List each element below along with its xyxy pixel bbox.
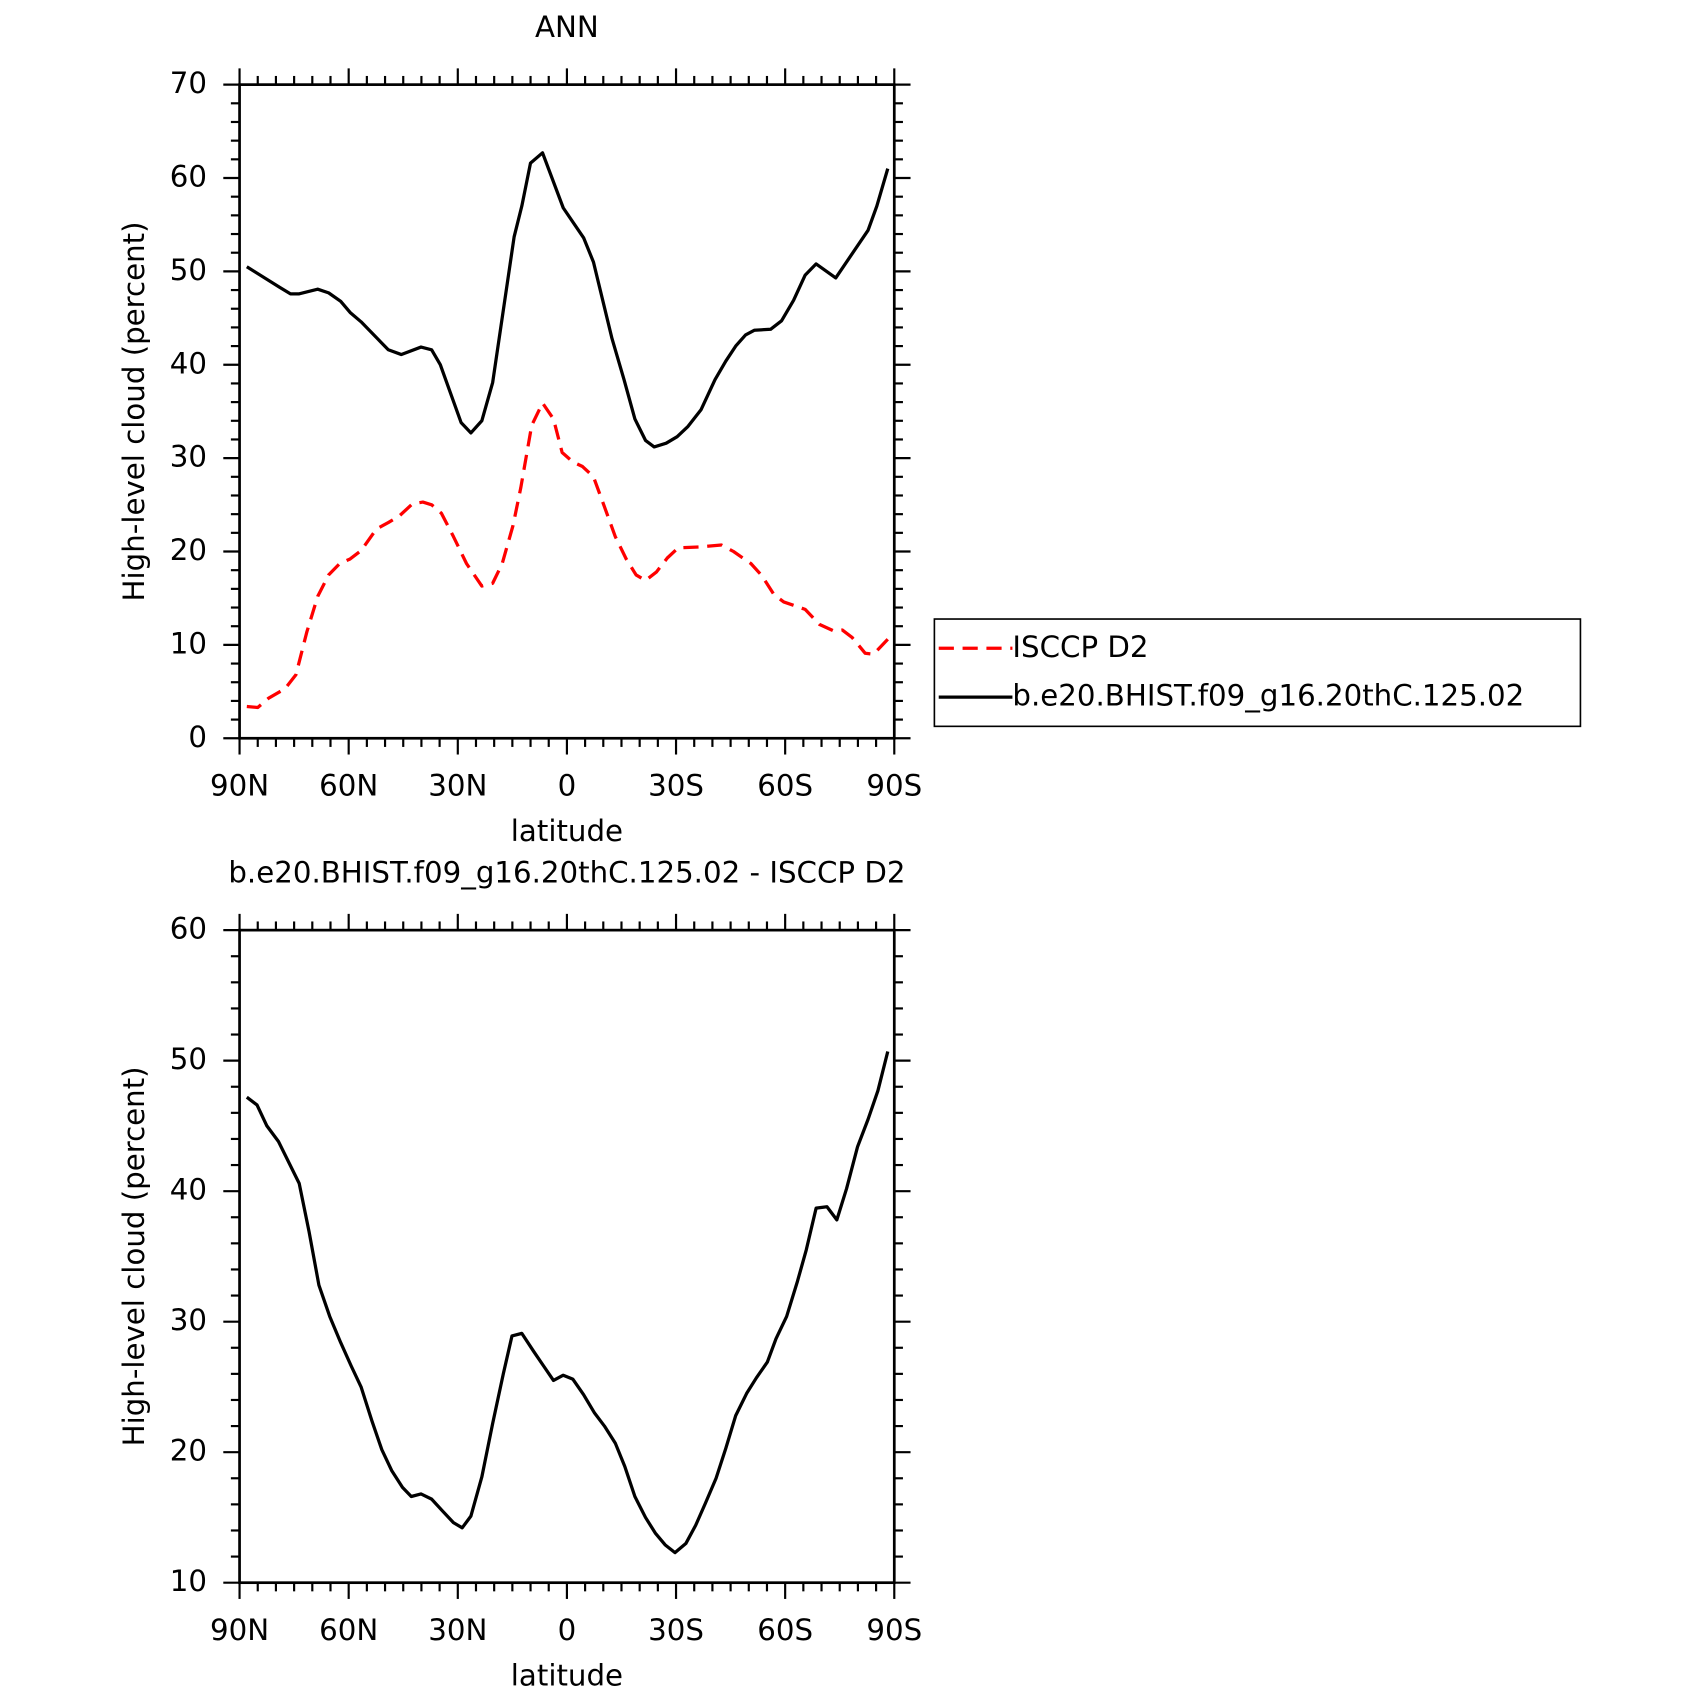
y-tick-label: 50 [170, 253, 207, 287]
y-tick-label: 60 [170, 160, 207, 194]
x-tick-label: 60S [757, 769, 813, 803]
x-axis-label: latitude [511, 814, 623, 848]
x-tick-label: 90N [210, 1613, 269, 1647]
y-tick-label: 60 [170, 912, 207, 946]
y-tick-label: 30 [170, 440, 207, 474]
x-tick-label: 30S [648, 1613, 704, 1647]
x-tick-label: 90N [210, 769, 269, 803]
x-tick-label: 30S [648, 769, 704, 803]
x-tick-label: 60N [319, 1613, 378, 1647]
y-tick-label: 20 [170, 533, 207, 567]
x-tick-label: 60N [319, 769, 378, 803]
x-tick-label: 30N [428, 1613, 487, 1647]
data-line [246, 401, 889, 710]
x-tick-label: 0 [558, 769, 577, 803]
plot-frame [238, 928, 896, 1585]
x-tick-label: 60S [757, 1613, 813, 1647]
chart-title: ANN [535, 10, 599, 44]
data-line [245, 151, 890, 449]
y-axis-label: High-level cloud (percent) [117, 221, 151, 601]
y-tick-label: 10 [170, 1564, 207, 1598]
legend-box [933, 618, 1582, 728]
y-tick-label: 40 [170, 1173, 207, 1207]
y-tick-label: 50 [170, 1042, 207, 1076]
y-tick-label: 10 [170, 626, 207, 660]
y-tick-label: 70 [170, 66, 207, 100]
y-tick-label: 0 [188, 720, 207, 754]
legend-label: b.e20.BHIST.f09_g16.20thC.125.02 [1012, 679, 1524, 713]
y-tick-label: 30 [170, 1303, 207, 1337]
y-axis-label: High-level cloud (percent) [117, 1066, 151, 1446]
y-tick-label: 40 [170, 346, 207, 380]
legend-label: ISCCP D2 [1012, 630, 1148, 664]
x-tick-label: 0 [558, 1613, 577, 1647]
x-tick-label: 90S [866, 1613, 922, 1647]
x-axis-label: latitude [511, 1658, 623, 1692]
chart-title: b.e20.BHIST.f09_g16.20thC.125.02 - ISCCP… [228, 855, 905, 889]
y-tick-label: 20 [170, 1434, 207, 1468]
x-tick-label: 90S [866, 769, 922, 803]
data-line [245, 1051, 890, 1555]
plot-frame [238, 83, 896, 740]
x-tick-label: 30N [428, 769, 487, 803]
